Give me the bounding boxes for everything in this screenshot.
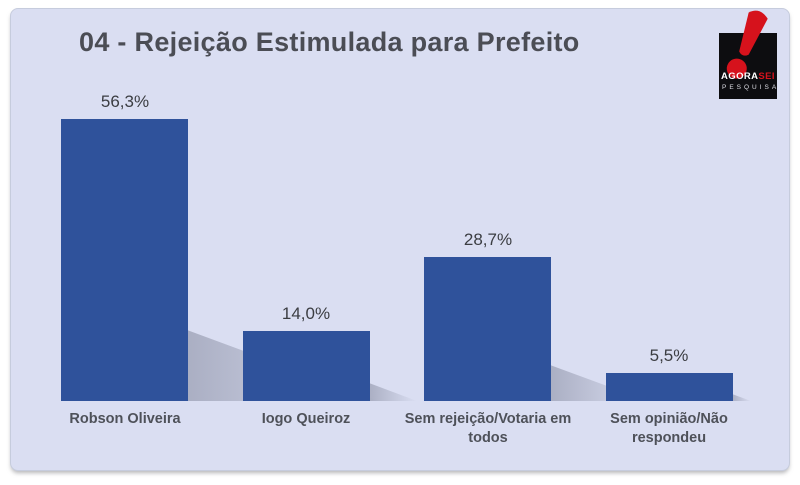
category-label: Sem rejeição/Votaria em todos <box>404 411 572 446</box>
category-label: Robson Oliveira <box>69 411 181 427</box>
category-label: Sem opinião/Não respondeu <box>610 411 728 446</box>
logo-word-sei: SEI <box>758 71 775 82</box>
slide-title: 04 - Rejeição Estimulada para Prefeito <box>79 27 580 57</box>
bar-chart: 56,3% Robson Oliveira 14,0% Iogo Queiroz 28,… <box>11 9 791 472</box>
logo-word-pesquisa: PESQUISA <box>722 84 780 91</box>
survey-slide: 04 - Rejeição Estimulada para Prefeito 5… <box>10 8 790 471</box>
bar-value-label: 56,3% <box>100 92 150 111</box>
bar-cast-shadow <box>369 383 417 401</box>
bar-value-label: 14,0% <box>281 304 331 323</box>
exclamation-mark-icon <box>726 10 768 79</box>
bar <box>243 331 370 401</box>
bar <box>424 257 551 401</box>
agorasei-logo: AGORASEI PESQUISA <box>719 10 777 99</box>
bar <box>61 119 188 401</box>
logo-word-agora: AGORA <box>721 71 759 82</box>
bar-value-label: 28,7% <box>463 230 513 249</box>
bar-cast-shadow <box>732 394 751 401</box>
logo-text: AGORASEI PESQUISA <box>719 71 777 93</box>
category-label: Iogo Queiroz <box>261 411 351 427</box>
bar <box>606 373 733 401</box>
bar-value-label: 5,5% <box>649 346 689 365</box>
